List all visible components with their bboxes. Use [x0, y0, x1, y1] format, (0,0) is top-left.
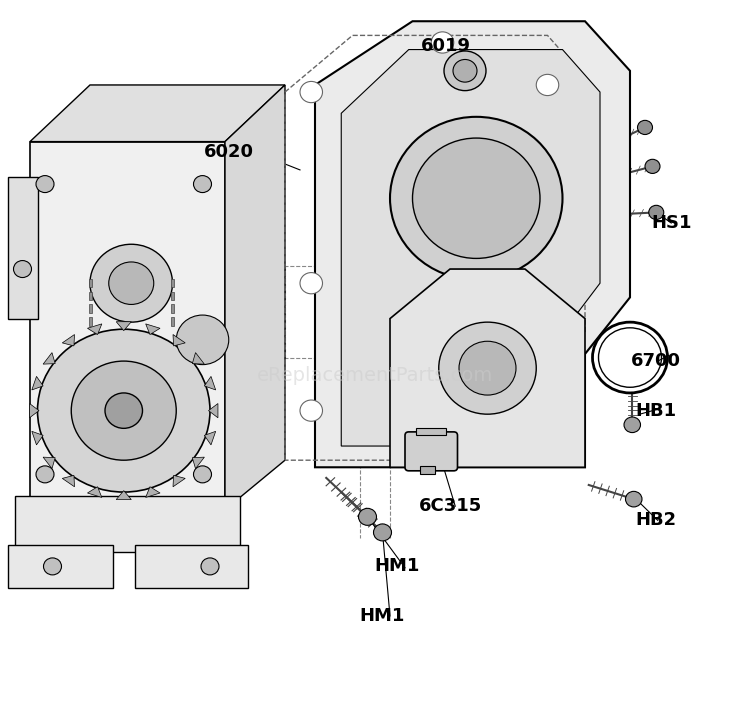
Circle shape	[36, 466, 54, 483]
Circle shape	[300, 81, 322, 103]
Circle shape	[431, 32, 454, 53]
Polygon shape	[416, 428, 446, 435]
Text: HS1: HS1	[651, 214, 692, 232]
Polygon shape	[43, 457, 56, 469]
Polygon shape	[173, 475, 185, 487]
Polygon shape	[62, 475, 74, 487]
Circle shape	[300, 273, 322, 294]
Circle shape	[36, 176, 54, 193]
Circle shape	[176, 315, 229, 365]
Circle shape	[453, 59, 477, 82]
Polygon shape	[204, 431, 216, 445]
Polygon shape	[88, 317, 92, 326]
FancyBboxPatch shape	[405, 432, 457, 471]
Circle shape	[645, 159, 660, 173]
Polygon shape	[209, 404, 218, 418]
Polygon shape	[135, 545, 248, 588]
Polygon shape	[225, 85, 285, 510]
Polygon shape	[30, 142, 225, 510]
Circle shape	[439, 322, 536, 414]
Polygon shape	[192, 353, 205, 364]
Circle shape	[638, 120, 652, 135]
Polygon shape	[171, 292, 174, 300]
Circle shape	[444, 51, 486, 91]
Polygon shape	[8, 545, 112, 588]
Circle shape	[194, 176, 211, 193]
Circle shape	[38, 329, 210, 492]
Text: HM1: HM1	[375, 557, 420, 576]
Text: 6C315: 6C315	[419, 497, 482, 515]
Circle shape	[649, 205, 664, 219]
Polygon shape	[420, 466, 435, 474]
Polygon shape	[88, 292, 92, 300]
Circle shape	[374, 524, 392, 541]
Polygon shape	[315, 21, 630, 467]
Polygon shape	[341, 50, 600, 446]
Polygon shape	[30, 85, 285, 142]
Polygon shape	[192, 457, 205, 469]
Polygon shape	[62, 334, 74, 346]
Polygon shape	[146, 324, 160, 335]
Text: HB1: HB1	[636, 401, 676, 420]
Polygon shape	[171, 279, 174, 287]
Polygon shape	[204, 377, 216, 390]
Polygon shape	[116, 321, 131, 331]
Polygon shape	[88, 304, 92, 313]
Circle shape	[105, 393, 142, 428]
Circle shape	[413, 138, 540, 258]
Circle shape	[459, 341, 516, 395]
Polygon shape	[390, 269, 585, 467]
Polygon shape	[8, 177, 38, 319]
Circle shape	[13, 261, 32, 278]
Circle shape	[390, 117, 562, 280]
Polygon shape	[171, 317, 174, 326]
Circle shape	[300, 400, 322, 421]
Text: eReplacementParts.com: eReplacementParts.com	[256, 366, 494, 384]
Circle shape	[536, 74, 559, 96]
Polygon shape	[32, 431, 44, 445]
Text: 6019: 6019	[422, 37, 471, 55]
Text: HM1: HM1	[360, 607, 405, 625]
Polygon shape	[88, 486, 102, 498]
Circle shape	[624, 417, 640, 433]
Polygon shape	[32, 377, 44, 390]
Polygon shape	[88, 324, 102, 335]
Polygon shape	[173, 334, 185, 346]
Circle shape	[201, 558, 219, 575]
Polygon shape	[29, 404, 39, 418]
Polygon shape	[116, 491, 131, 500]
Polygon shape	[43, 353, 56, 364]
Polygon shape	[171, 304, 174, 313]
Circle shape	[194, 466, 211, 483]
Polygon shape	[146, 486, 160, 498]
Polygon shape	[88, 279, 92, 287]
Circle shape	[358, 508, 376, 525]
Circle shape	[71, 361, 176, 460]
Text: 6700: 6700	[632, 352, 681, 370]
Circle shape	[109, 262, 154, 304]
Circle shape	[536, 400, 559, 421]
Text: 6020: 6020	[204, 143, 254, 161]
Circle shape	[90, 244, 172, 322]
Text: HB2: HB2	[636, 511, 676, 530]
Circle shape	[44, 558, 62, 575]
Polygon shape	[15, 496, 240, 552]
Circle shape	[626, 491, 642, 507]
